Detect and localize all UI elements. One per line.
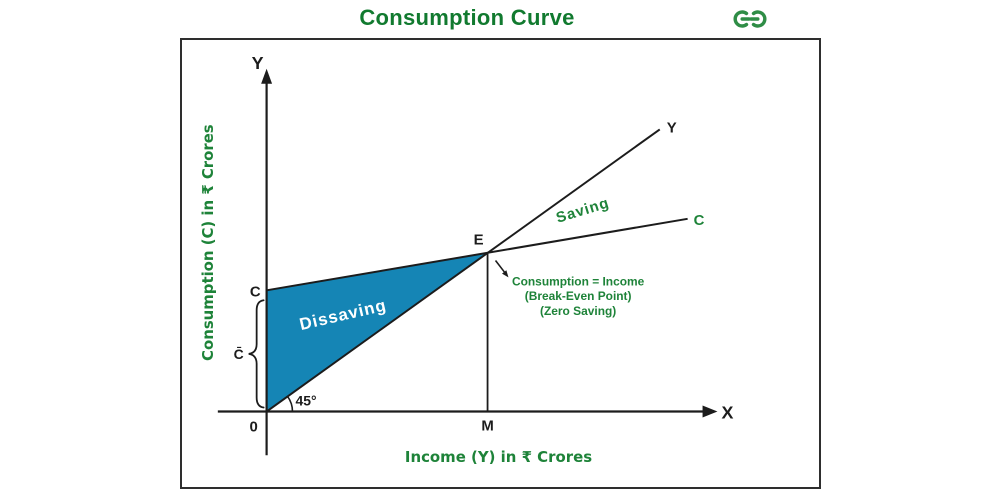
logo-right-g	[751, 10, 767, 28]
angle-label: 45°	[295, 393, 316, 409]
m-label: M	[481, 418, 493, 434]
annotation-arrowhead-icon	[501, 270, 509, 278]
diagram-frame: Y X 0 M Y C C C̄ 45° E Dissaving Saving …	[180, 38, 821, 489]
annotation-line-3: (Zero Saving)	[540, 304, 616, 318]
consumption-intercept-label: C	[250, 284, 261, 300]
geeksforgeeks-logo-glyph	[733, 10, 767, 28]
geeksforgeeks-logo-icon	[731, 4, 769, 34]
x-axis-arrowhead-icon	[702, 405, 718, 418]
angle-arc	[286, 395, 294, 412]
annotation-line-2: (Break-Even Point)	[525, 289, 632, 303]
consumption-line-label: C	[694, 213, 705, 229]
income-line-label: Y	[667, 120, 677, 136]
y-axis-arrowhead-icon	[261, 68, 273, 84]
x-axis-title: Income (Y) in ₹ Crores	[405, 448, 592, 466]
logo-left-g	[733, 10, 749, 28]
income-line	[266, 128, 661, 413]
x-axis-letter: X	[721, 402, 733, 422]
autonomous-consumption-brace	[248, 299, 265, 409]
origin-label: 0	[250, 419, 258, 435]
autonomous-consumption-label: C̄	[234, 345, 244, 362]
annotation-line-1: Consumption = Income	[512, 274, 645, 288]
page-title: Consumption Curve	[359, 5, 575, 30]
y-axis-title: Consumption (C) in ₹ Crores	[199, 124, 217, 361]
point-e-label: E	[474, 233, 484, 249]
annotation-arrow-line	[494, 260, 507, 274]
consumption-line	[266, 217, 688, 292]
consumption-curve-diagram: Y X 0 M Y C C C̄ 45° E Dissaving Saving …	[199, 53, 734, 466]
y-axis-letter: Y	[252, 53, 264, 73]
